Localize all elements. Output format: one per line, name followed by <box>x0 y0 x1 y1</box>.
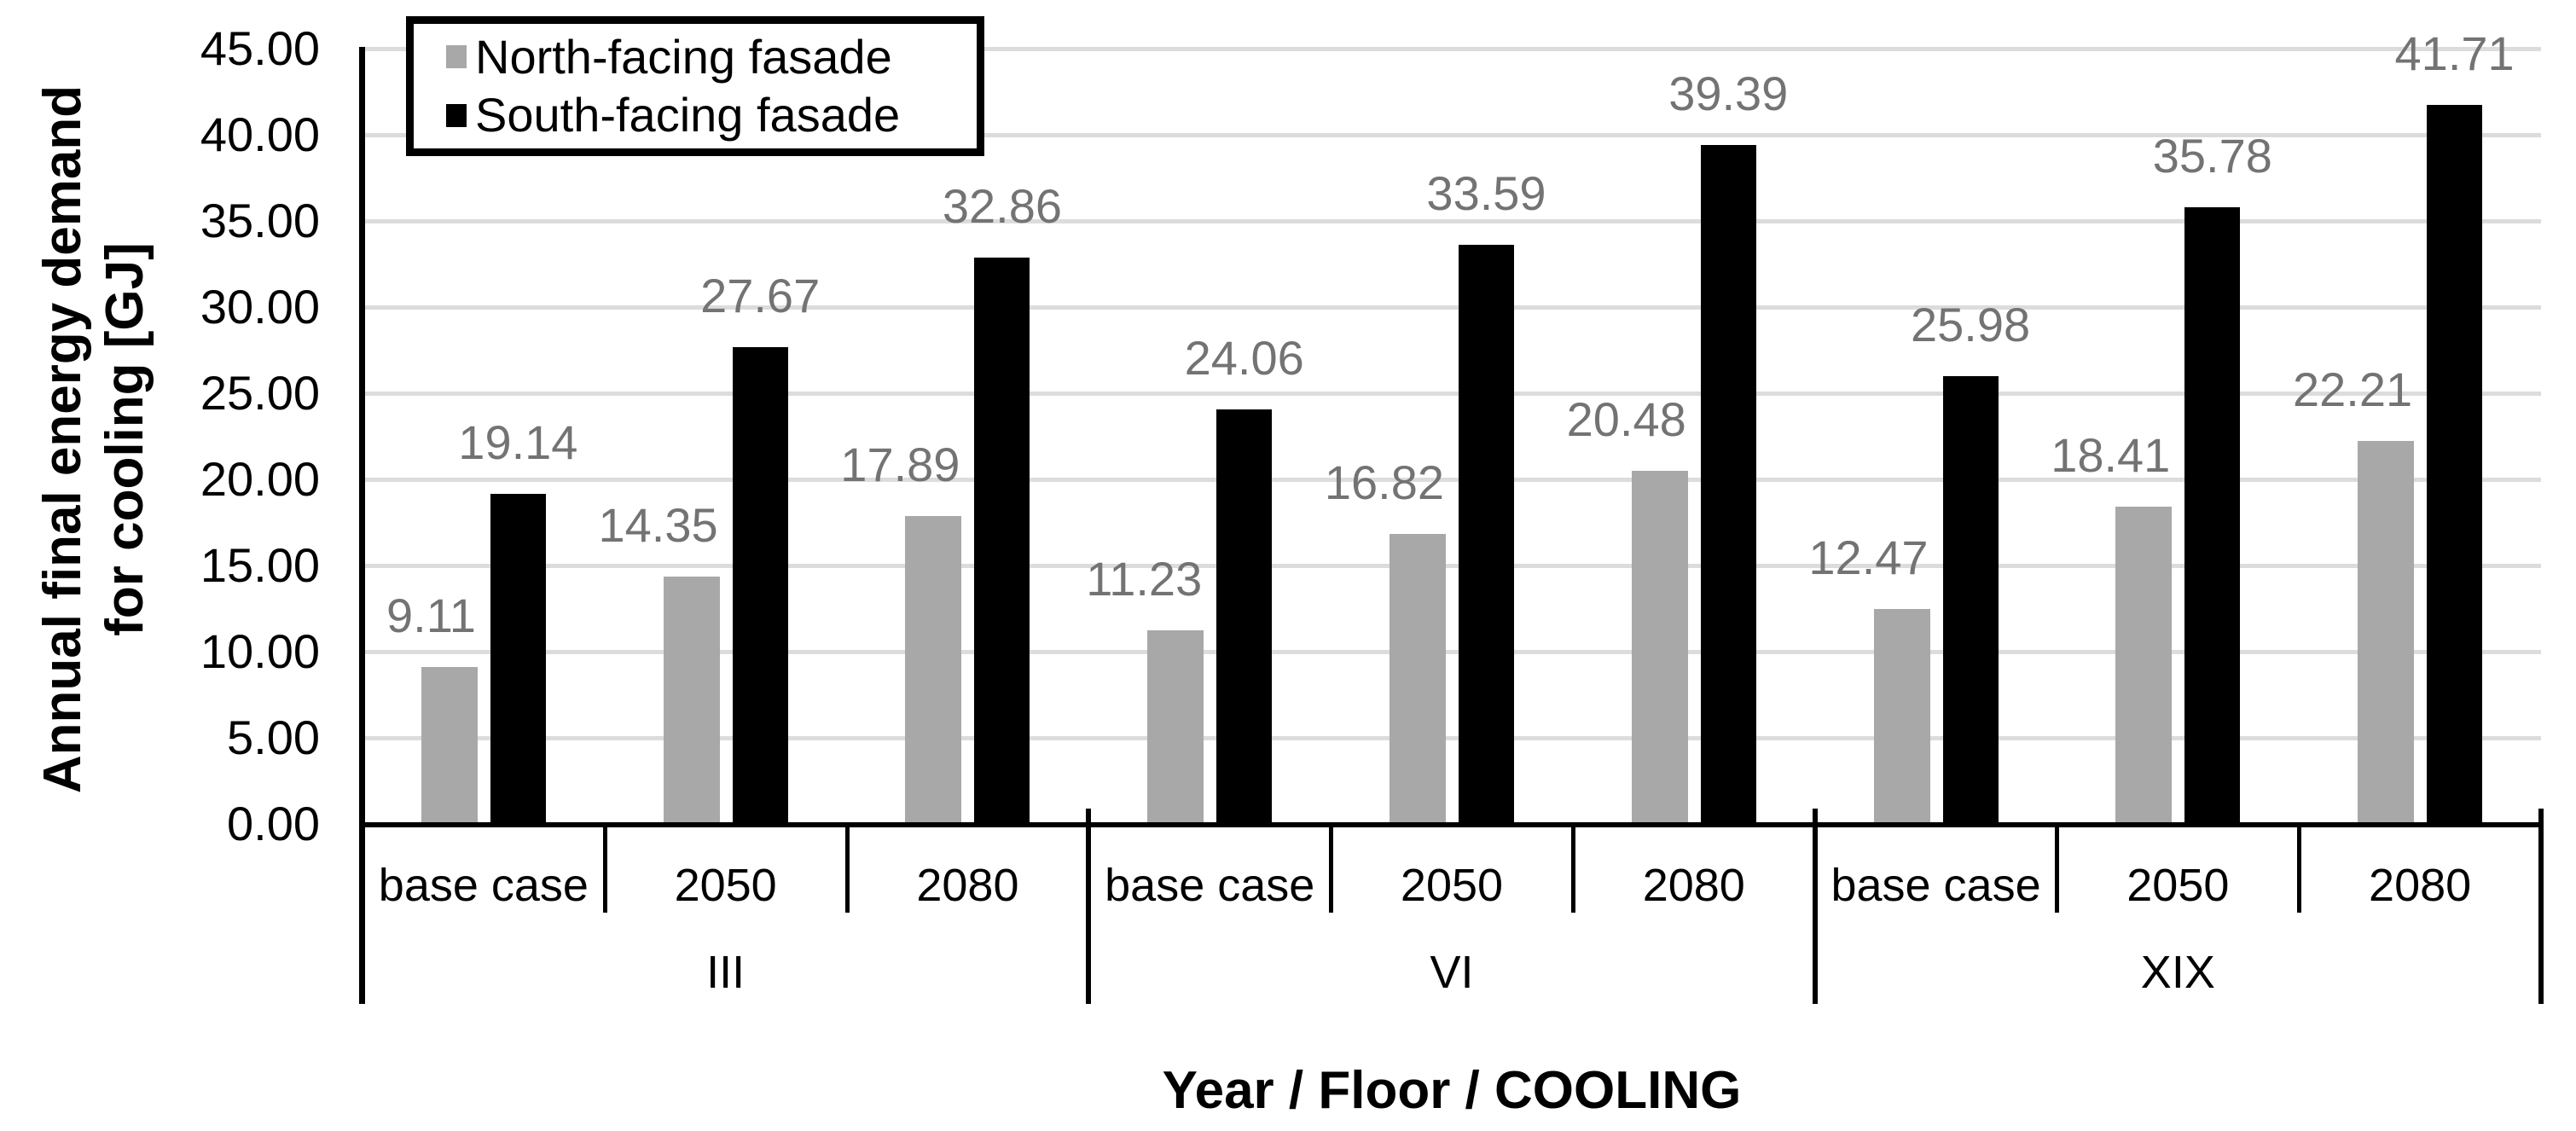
category-label: base case <box>1105 860 1315 911</box>
bar-value-label-south: 33.59 <box>1426 166 1546 221</box>
bar-value-label-south: 19.14 <box>458 415 578 470</box>
bar-value-label-north: 17.89 <box>840 437 960 491</box>
category-label: base case <box>1830 860 2041 911</box>
bar-value-label-north: 9.11 <box>386 588 476 642</box>
x-axis-line <box>359 822 2541 827</box>
gridline <box>363 219 2541 223</box>
bar-value-label-north: 16.82 <box>1324 455 1444 510</box>
bar-north <box>1873 609 1930 824</box>
category-separator <box>1570 824 1575 913</box>
y-axis-line <box>359 47 365 1004</box>
category-label: 2080 <box>916 860 1019 911</box>
group-label: XIX <box>2140 947 2215 998</box>
category-label: 2080 <box>2369 860 2472 911</box>
x-axis-title: Year / Floor / COOLING <box>1162 1061 1742 1120</box>
bar-south <box>974 258 1030 824</box>
category-label: 2050 <box>674 860 777 911</box>
bar-value-label-north: 18.41 <box>2051 428 2171 483</box>
bar-value-label-north: 14.35 <box>598 498 718 553</box>
gridline <box>363 650 2541 654</box>
gridline <box>363 564 2541 568</box>
legend: North-facing fasade South-facing fasade <box>406 16 984 156</box>
y-tick-label: 15.00 <box>200 538 320 592</box>
bar-value-label-south: 32.86 <box>942 179 1062 234</box>
bar-south <box>2184 207 2241 824</box>
bar-south <box>1459 245 1514 824</box>
legend-swatch-north <box>446 45 467 69</box>
category-separator <box>844 824 850 913</box>
gridline <box>363 305 2541 310</box>
bar-value-label-south: 35.78 <box>2152 129 2272 183</box>
bar-north <box>2115 507 2173 824</box>
group-separator <box>2538 809 2544 1004</box>
bar-value-label-south: 24.06 <box>1184 330 1304 385</box>
gridline <box>363 133 2541 137</box>
category-label: 2050 <box>2126 860 2230 911</box>
bar-south <box>1700 145 1756 824</box>
gridline <box>363 47 2541 51</box>
y-tick-label: 25.00 <box>200 366 320 420</box>
bar-value-label-north: 12.47 <box>1808 531 1929 585</box>
bar-north <box>905 515 962 824</box>
category-label: 2050 <box>1400 860 1504 911</box>
bar-value-label-north: 20.48 <box>1566 392 1686 447</box>
y-tick-label: 5.00 <box>227 710 320 764</box>
group-separator <box>1086 809 1092 1004</box>
y-tick-label: 35.00 <box>200 194 320 247</box>
category-separator <box>1329 824 1334 913</box>
y-tick-label: 10.00 <box>200 624 320 678</box>
bar-south <box>1942 376 1999 824</box>
bar-south <box>490 494 546 824</box>
bar-value-label-south: 27.67 <box>700 269 821 323</box>
legend-item-south: South-facing fasade <box>446 90 977 141</box>
bar-value-label-south: 25.98 <box>1910 298 2031 352</box>
gridline <box>363 392 2541 396</box>
bar-north <box>1147 630 1204 824</box>
gridline <box>363 478 2541 482</box>
legend-item-north: North-facing fasade <box>446 29 977 84</box>
group-label: III <box>706 947 746 998</box>
legend-label-south: South-facing fasade <box>475 88 901 142</box>
bar-south <box>2427 105 2483 824</box>
y-tick-label: 30.00 <box>200 280 320 334</box>
category-separator <box>602 824 607 913</box>
bar-value-label-north: 22.21 <box>2292 362 2413 417</box>
bar-south <box>732 347 788 824</box>
bar-north <box>1390 534 1446 824</box>
category-separator <box>2297 824 2302 913</box>
category-label: 2080 <box>1642 860 1745 911</box>
category-separator <box>2055 824 2060 913</box>
bar-south <box>1216 409 1273 824</box>
bar-value-label-south: 39.39 <box>1668 67 1789 121</box>
group-separator <box>1812 809 1818 1004</box>
y-tick-label: 45.00 <box>200 21 320 75</box>
legend-swatch-south <box>446 103 467 127</box>
bar-value-label-north: 11.23 <box>1086 552 1203 606</box>
bar-value-label-south: 41.71 <box>2394 26 2515 81</box>
y-tick-label: 20.00 <box>200 452 320 506</box>
bar-north <box>663 577 720 824</box>
bar-north <box>2358 441 2415 824</box>
category-label: base case <box>378 860 589 911</box>
bar-north <box>421 666 478 824</box>
bar-north <box>1631 471 1688 824</box>
y-tick-label: 40.00 <box>200 107 320 161</box>
group-label: VI <box>1430 947 1474 998</box>
legend-label-north: North-facing fasade <box>475 29 892 84</box>
gridline <box>363 736 2541 740</box>
y-tick-label: 0.00 <box>227 797 320 850</box>
